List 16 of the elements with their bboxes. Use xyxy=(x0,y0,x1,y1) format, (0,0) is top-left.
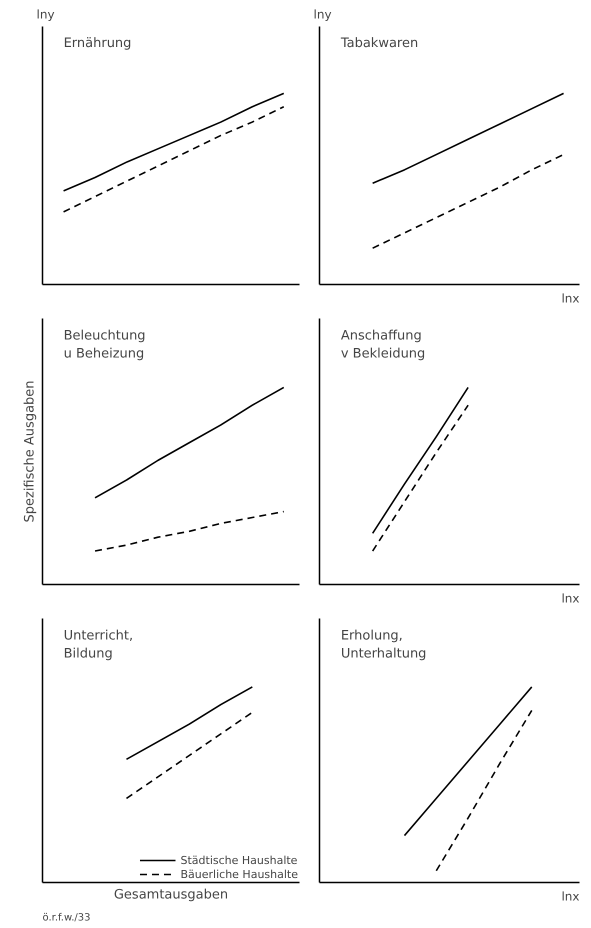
chart-title: Anschaffung v Bekleidung xyxy=(340,328,426,362)
y-axis-title: lny xyxy=(36,8,55,22)
legend-label: Städtische Haushalte xyxy=(180,853,298,867)
x-axis-title: lnx xyxy=(561,292,580,306)
y-axis-title: Spezifische Ausgaben xyxy=(22,380,38,523)
chart-title: Beleuchtung u Beheizung xyxy=(64,328,146,362)
x-axis-title: lnx xyxy=(561,890,580,904)
chart-title: Tabakwaren xyxy=(340,36,418,52)
x-axis-title: Gesamtausgaben xyxy=(114,888,228,902)
y-axis-title: lny xyxy=(314,8,332,22)
chart-title: Ernährung xyxy=(64,36,132,52)
chart-title: Erholung, Unterhaltung xyxy=(340,628,426,662)
x-axis-title: lnx xyxy=(561,592,580,606)
text: ö.r.f.w./33 xyxy=(42,912,90,924)
chart-title: Unterricht, Bildung xyxy=(64,628,134,662)
legend-label: Bäuerliche Haushalte xyxy=(180,867,298,881)
